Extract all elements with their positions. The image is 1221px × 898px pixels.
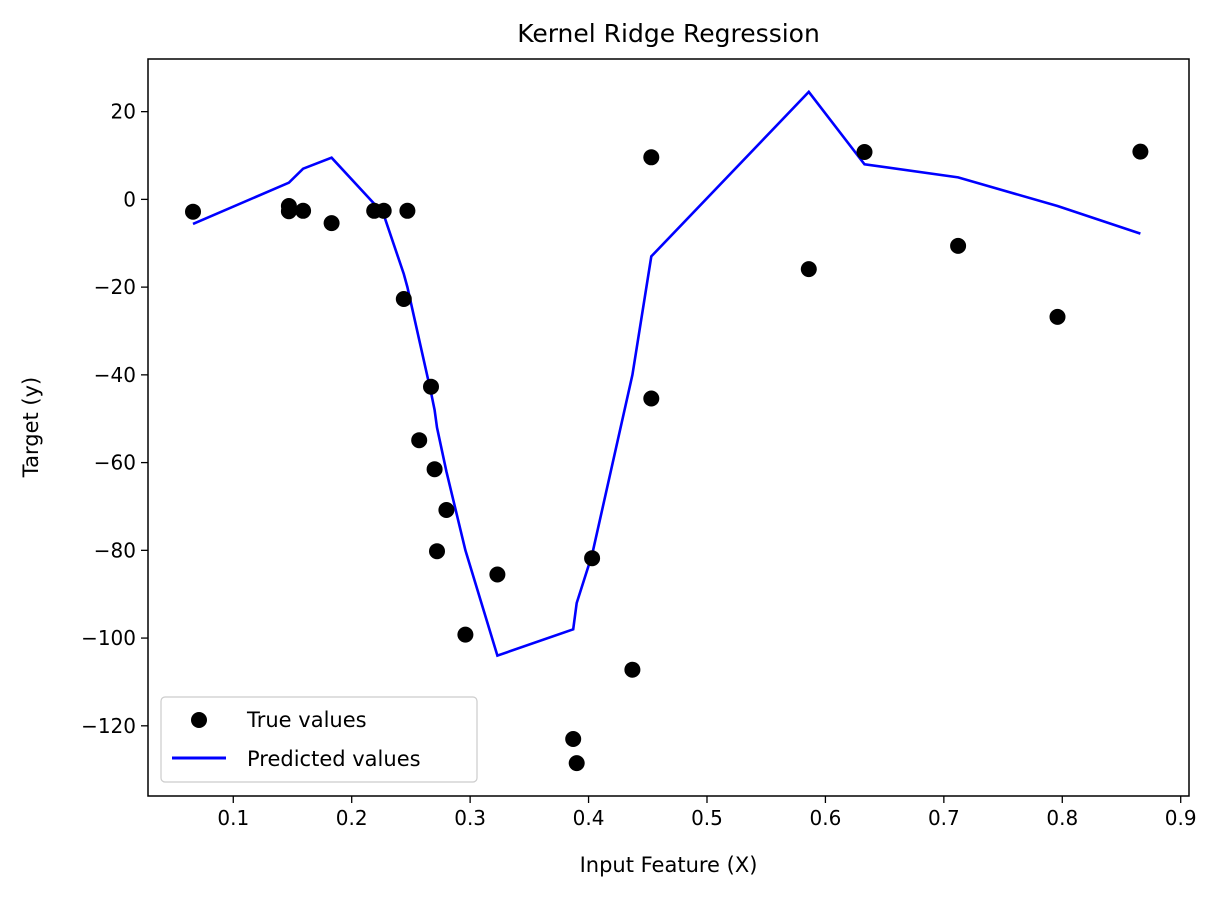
true-value-point [323, 215, 340, 232]
chart-title: Kernel Ridge Regression [517, 19, 820, 48]
true-value-point [1132, 143, 1149, 160]
x-tick-label: 0.9 [1165, 806, 1197, 830]
true-value-point [185, 203, 201, 220]
true-value-point [856, 144, 873, 160]
true-value-point [950, 237, 967, 254]
y-axis-label: Target (y) [19, 377, 43, 478]
legend-label-predicted-values: Predicted values [247, 747, 421, 771]
y-tick-label: −100 [81, 626, 136, 650]
series-points-layer [185, 143, 1149, 772]
true-value-point [800, 261, 817, 278]
true-value-point [399, 202, 416, 219]
y-tick-label: 20 [111, 100, 136, 124]
legend-box [160, 696, 478, 783]
true-value-point [457, 626, 474, 643]
y-tick-label: −60 [94, 451, 136, 475]
y-tick-label: 0 [123, 187, 136, 211]
y-tick-label: −80 [94, 538, 136, 562]
true-value-point [395, 291, 412, 307]
true-value-point [568, 755, 585, 772]
x-tick-label: 0.7 [928, 806, 960, 830]
true-value-point [584, 550, 601, 567]
true-value-point [295, 202, 312, 219]
true-value-point [643, 149, 660, 166]
y-tick-label: −20 [94, 275, 136, 299]
x-axis: 0.1 0.2 0.3 0.4 0.5 0.6 0.7 0.8 0.9 [217, 796, 1197, 830]
y-tick-label: −40 [94, 363, 136, 387]
true-value-point [643, 390, 660, 407]
true-value-point [565, 731, 582, 747]
x-tick-label: 0.8 [1046, 806, 1078, 830]
x-tick-label: 0.5 [691, 806, 723, 830]
plot-frame [147, 58, 1190, 797]
true-value-point [411, 432, 428, 449]
true-value-point [280, 203, 297, 220]
true-value-point [438, 502, 455, 518]
x-tick-label: 0.6 [810, 806, 842, 830]
true-value-point [375, 202, 392, 219]
y-tick-label: −120 [81, 714, 136, 738]
true-value-point [426, 461, 443, 478]
x-tick-label: 0.1 [217, 806, 249, 830]
legend-marker-true-values [191, 712, 207, 728]
true-value-point [1049, 308, 1066, 325]
x-tick-label: 0.2 [336, 806, 368, 830]
true-value-point [624, 661, 641, 678]
legend: True values Predicted values [160, 696, 478, 783]
x-axis-label: Input Feature (X) [580, 853, 758, 877]
y-axis: 20 0 −20 −40 −60 −80 −100 −120 [81, 100, 148, 738]
true-value-point [489, 566, 506, 583]
true-value-point [423, 378, 439, 395]
true-value-point [429, 543, 445, 560]
x-tick-label: 0.3 [454, 806, 486, 830]
x-tick-label: 0.4 [573, 806, 605, 830]
legend-label-true-values: True values [246, 708, 367, 732]
